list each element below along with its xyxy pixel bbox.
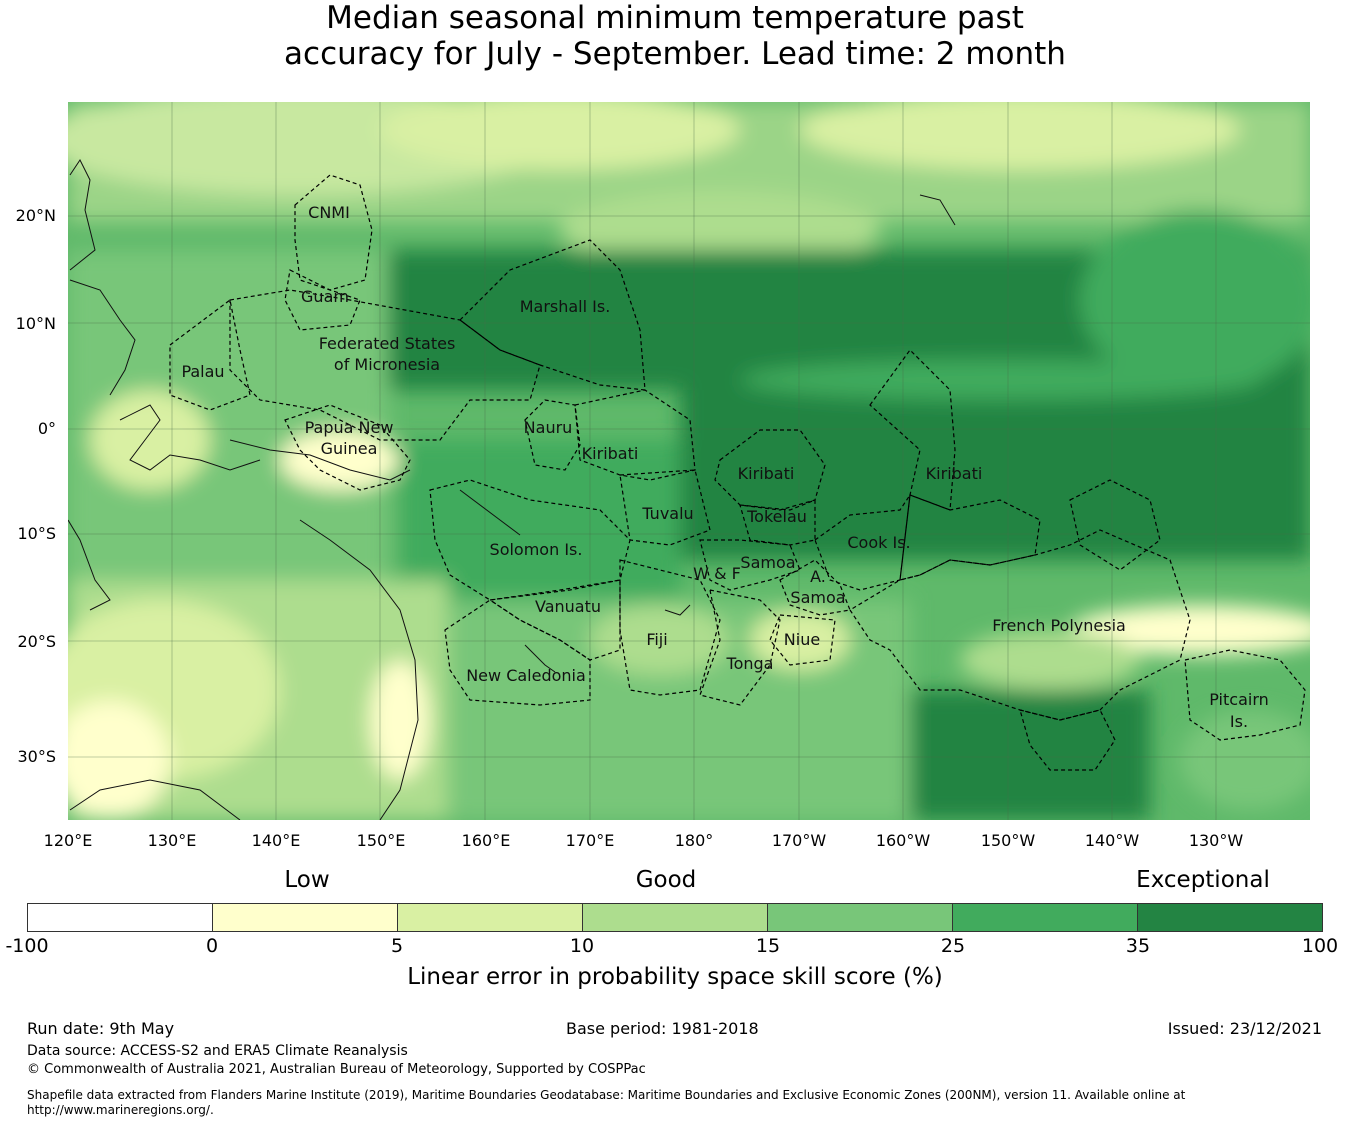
shapefile-credit-line-1: Shapefile data extracted from Flanders M… — [27, 1088, 1186, 1102]
region-label-niue: Niue — [784, 630, 820, 649]
lon-label-180: 180° — [674, 831, 714, 850]
legend-category-low: Low — [284, 867, 330, 893]
lat-label-20s: 20°S — [17, 632, 56, 651]
title-line-1: Median seasonal minimum temperature past — [326, 0, 1024, 36]
region-label-fsm-1: Federated States — [319, 334, 456, 353]
lat-label-0: 0° — [37, 419, 56, 438]
base-period: Base period: 1981-2018 — [566, 1019, 759, 1038]
region-label-marshall: Marshall Is. — [520, 297, 611, 316]
lon-label-160w: 160°W — [875, 831, 931, 850]
region-label-pitcairn-1: Pitcairn — [1209, 690, 1269, 709]
region-labels: CNMI Guam Marshall Is. Federated States … — [181, 203, 1268, 731]
region-label-am-samoa-2: Samoa — [790, 588, 845, 607]
lon-label-120e: 120°E — [43, 831, 93, 850]
issued-date: Issued: 23/12/2021 — [1167, 1019, 1322, 1038]
data-source: Data source: ACCESS-S2 and ERA5 Climate … — [27, 1043, 408, 1059]
colorbar-tick: 0 — [205, 935, 219, 957]
colorbar-tick: 100 — [1301, 935, 1339, 957]
run-date: Run date: 9th May — [27, 1019, 175, 1038]
lon-label-150w: 150°W — [980, 831, 1036, 850]
map-title: Median seasonal minimum temperature past… — [0, 0, 1350, 72]
lon-label-150e: 150°E — [356, 831, 406, 850]
colorbar-tick: 25 — [940, 935, 966, 957]
legend-category-good: Good — [635, 867, 697, 893]
lat-label-20n: 20°N — [15, 206, 56, 225]
colorbar-tick: -100 — [5, 935, 49, 957]
lat-label-10s: 10°S — [17, 524, 56, 543]
region-label-samoa: Samoa — [740, 553, 795, 572]
lon-label-130w: 130°W — [1188, 831, 1244, 850]
colorbar-bin-5 — [768, 904, 953, 931]
region-label-guam: Guam — [301, 287, 349, 306]
copyright: © Commonwealth of Australia 2021, Austra… — [27, 1062, 646, 1077]
colorbar-bin-6 — [953, 904, 1138, 931]
colorbar-bin-2 — [213, 904, 398, 931]
region-label-cnmi: CNMI — [308, 203, 350, 222]
lon-label-140w: 140°W — [1084, 831, 1140, 850]
region-label-fsm-2: of Micronesia — [334, 355, 440, 374]
colorbar-bin-3 — [398, 904, 583, 931]
eez-boundaries — [169, 174, 1306, 771]
colorbar-bin-7 — [1138, 904, 1322, 931]
skill-map: CNMI Guam Marshall Is. Federated States … — [68, 102, 1310, 820]
region-label-palau: Palau — [181, 362, 224, 381]
lon-label-170w: 170°W — [771, 831, 827, 850]
region-label-kiribati-east: Kiribati — [926, 464, 983, 483]
shapefile-credit-line-2: http://www.marineregions.org/. — [27, 1103, 214, 1117]
region-label-pitcairn-2: Is. — [1230, 712, 1248, 731]
region-label-png-1: Papua New — [305, 418, 394, 437]
colorbar-tick: 35 — [1125, 935, 1151, 957]
region-label-solomon: Solomon Is. — [490, 540, 583, 559]
lon-label-170e: 170°E — [565, 831, 615, 850]
region-label-kiribati-central: Kiribati — [738, 464, 795, 483]
region-label-tokelau: Tokelau — [746, 507, 807, 526]
colorbar-title: Linear error in probability space skill … — [407, 964, 943, 990]
region-label-cook: Cook Is. — [847, 533, 910, 552]
lon-label-130e: 130°E — [147, 831, 197, 850]
shapefile-credit: Shapefile data extracted from Flanders M… — [27, 1088, 1327, 1118]
region-label-french-polynesia: French Polynesia — [992, 616, 1126, 635]
region-label-fiji: Fiji — [646, 630, 667, 649]
colorbar-bin-4 — [583, 904, 768, 931]
colorbar-tick: 5 — [390, 935, 404, 957]
region-label-new-caledonia: New Caledonia — [466, 666, 586, 685]
colorbar-tick: 15 — [755, 935, 781, 957]
colorbar — [27, 903, 1323, 932]
region-label-tonga: Tonga — [726, 654, 774, 673]
lon-label-140e: 140°E — [251, 831, 301, 850]
region-label-vanuatu: Vanuatu — [535, 597, 601, 616]
region-label-nauru: Nauru — [524, 418, 573, 437]
region-label-wallis-futuna: W & F — [693, 564, 741, 583]
title-line-2: accuracy for July - September. Lead time… — [284, 36, 1066, 72]
lat-label-10n: 10°N — [15, 314, 56, 333]
lat-label-30s: 30°S — [17, 747, 56, 766]
skill-field — [68, 102, 1310, 820]
region-label-kiribati-west: Kiribati — [582, 444, 639, 463]
region-label-am-samoa-1: A. — [810, 567, 826, 586]
lon-label-160e: 160°E — [461, 831, 511, 850]
colorbar-tick: 10 — [569, 935, 595, 957]
coastlines — [68, 159, 956, 820]
region-label-tuvalu: Tuvalu — [641, 504, 693, 523]
region-label-png-2: Guinea — [321, 439, 378, 458]
colorbar-bin-1 — [28, 904, 213, 931]
legend-category-exceptional: Exceptional — [1136, 867, 1270, 893]
